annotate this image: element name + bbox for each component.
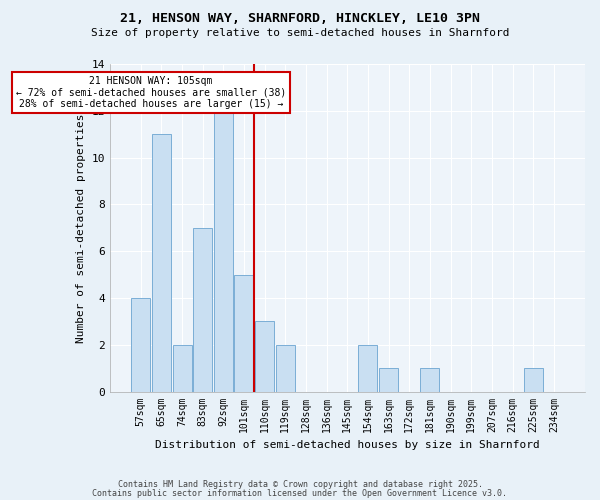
Bar [524, 368, 543, 392]
Bar [358, 345, 377, 392]
Bar [276, 345, 295, 392]
Text: 21, HENSON WAY, SHARNFORD, HINCKLEY, LE10 3PN: 21, HENSON WAY, SHARNFORD, HINCKLEY, LE1… [120, 12, 480, 26]
Text: Contains public sector information licensed under the Open Government Licence v3: Contains public sector information licen… [92, 488, 508, 498]
Bar [235, 274, 254, 392]
Bar [131, 298, 150, 392]
Bar [173, 345, 191, 392]
Y-axis label: Number of semi-detached properties: Number of semi-detached properties [76, 113, 86, 342]
Text: Contains HM Land Registry data © Crown copyright and database right 2025.: Contains HM Land Registry data © Crown c… [118, 480, 482, 489]
X-axis label: Distribution of semi-detached houses by size in Sharnford: Distribution of semi-detached houses by … [155, 440, 539, 450]
Bar [379, 368, 398, 392]
Text: Size of property relative to semi-detached houses in Sharnford: Size of property relative to semi-detach… [91, 28, 509, 38]
Text: 21 HENSON WAY: 105sqm
← 72% of semi-detached houses are smaller (38)
28% of semi: 21 HENSON WAY: 105sqm ← 72% of semi-deta… [16, 76, 286, 109]
Bar [193, 228, 212, 392]
Bar [421, 368, 439, 392]
Bar [214, 111, 233, 392]
Bar [152, 134, 171, 392]
Bar [255, 322, 274, 392]
